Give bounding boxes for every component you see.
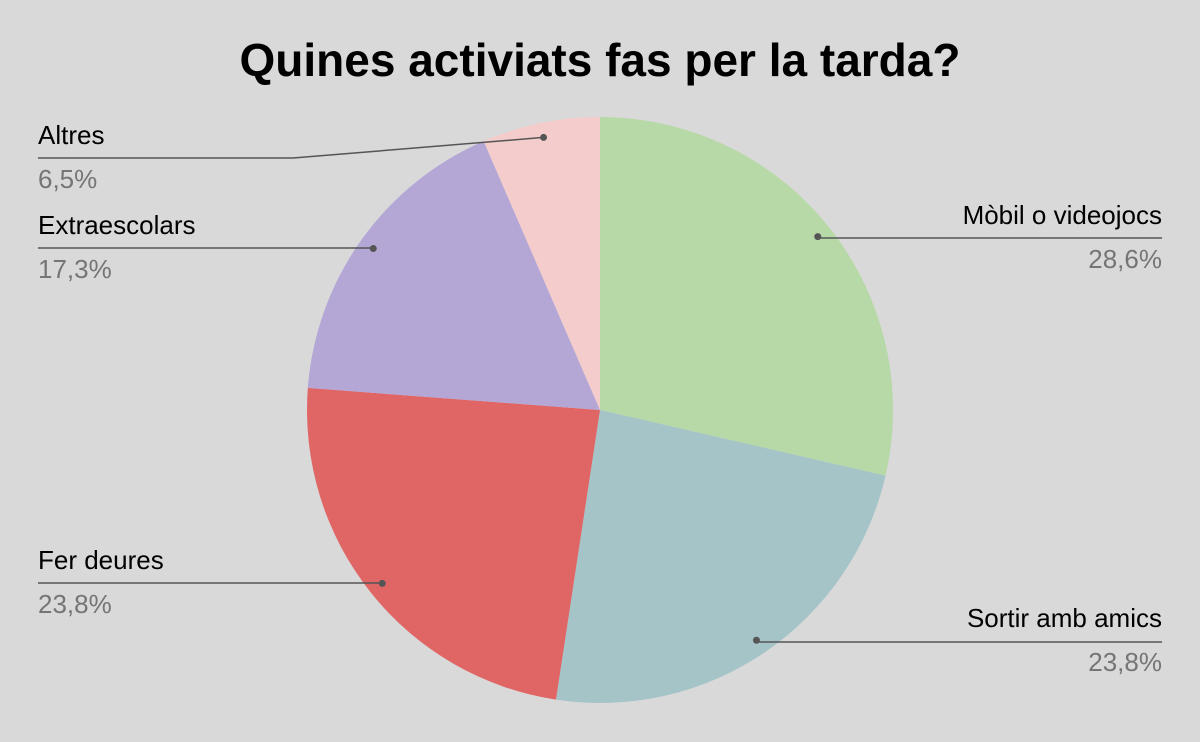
data-label: 23,8% [38,589,112,619]
leader-line [38,247,375,249]
data-label: 23,8% [1088,647,1162,677]
leader-dot [752,636,760,644]
data-label: 6,5% [38,164,97,194]
pie-slice [600,117,894,476]
pie-slice [307,141,600,410]
leader-dot [540,133,548,141]
chart-title: Quines activiats fas per la tarda? [240,34,961,86]
pie-slice [483,117,600,410]
legend-label: Altres [38,120,104,150]
pie-slice [555,410,886,704]
leader-dot [378,579,386,587]
legend-label: Sortir amb amics [967,603,1162,633]
leader-dot [369,245,377,253]
data-label: 28,6% [1088,244,1162,274]
pie-slice [307,387,600,700]
legend-label: Extraescolars [38,210,196,240]
leader-line [38,136,544,159]
legend-label: Mòbil o videojocs [963,200,1162,230]
leader-dot [814,233,822,241]
legend-label: Fer deures [38,545,164,575]
data-label: 17,3% [38,254,112,284]
